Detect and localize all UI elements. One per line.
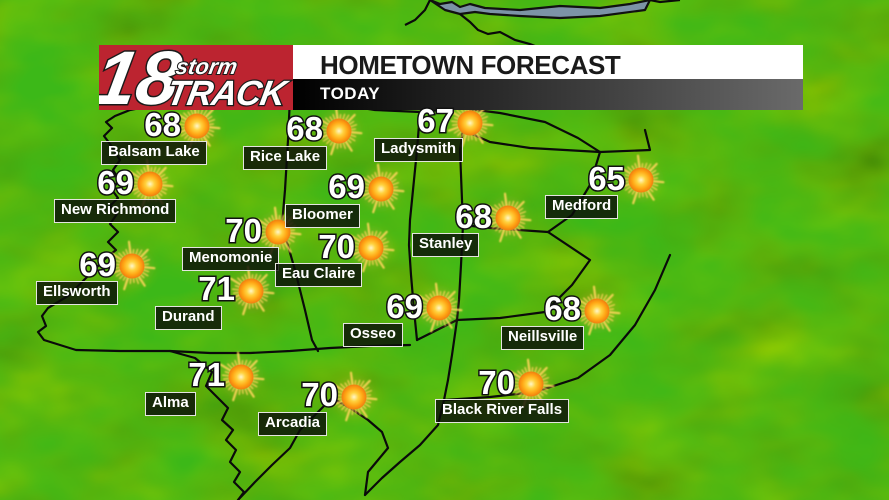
svg-text:TRACK: TRACK (164, 74, 292, 110)
